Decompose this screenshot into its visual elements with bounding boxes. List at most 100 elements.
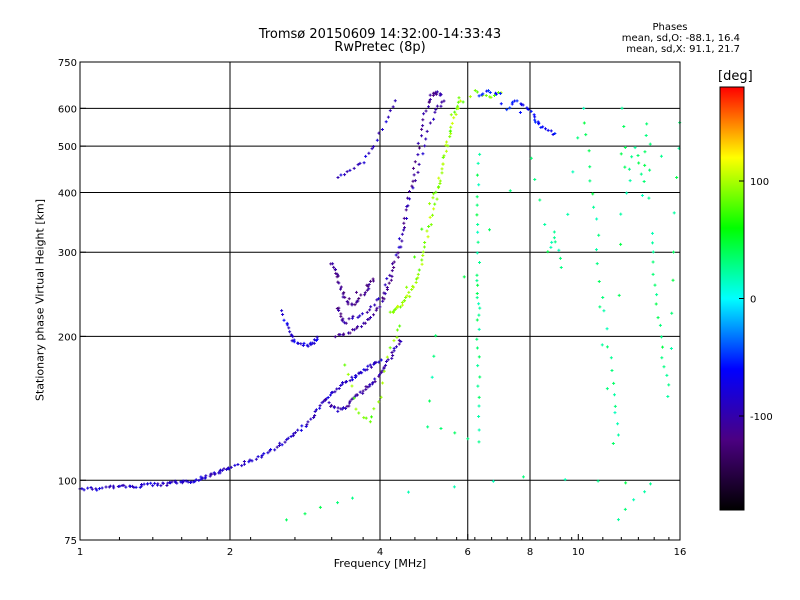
data-point xyxy=(416,272,420,276)
y-tick-label: 200 xyxy=(58,332,77,343)
data-point xyxy=(356,325,360,329)
data-point xyxy=(454,113,458,117)
data-point xyxy=(588,165,592,169)
data-point xyxy=(332,265,336,269)
data-point xyxy=(149,481,153,485)
data-point xyxy=(658,323,662,327)
data-point xyxy=(476,161,480,165)
data-point xyxy=(407,290,411,294)
data-point xyxy=(360,312,364,316)
data-point xyxy=(386,115,390,119)
data-point xyxy=(475,203,479,207)
data-point xyxy=(403,226,407,230)
data-point xyxy=(566,212,570,216)
data-point xyxy=(347,317,351,321)
data-point xyxy=(475,251,479,255)
data-point xyxy=(229,465,233,469)
data-point xyxy=(286,436,290,440)
data-point xyxy=(312,338,316,342)
data-point xyxy=(175,481,179,485)
data-point xyxy=(260,454,264,458)
data-point xyxy=(377,297,381,301)
data-point xyxy=(643,150,647,154)
data-point xyxy=(623,507,627,511)
data-point xyxy=(440,167,444,171)
data-point xyxy=(619,212,623,216)
data-point xyxy=(637,161,641,165)
series-high-frequency-scatter xyxy=(477,89,557,136)
data-point xyxy=(559,266,563,270)
data-point xyxy=(345,380,349,384)
data-point xyxy=(654,302,658,306)
data-point xyxy=(208,474,212,478)
data-point xyxy=(369,315,373,319)
phase-stats-o: mean, sd,O: -88.1, 16.4 xyxy=(621,33,740,44)
data-point xyxy=(250,459,254,463)
data-point xyxy=(648,168,652,172)
data-point xyxy=(332,406,336,410)
data-point xyxy=(339,285,343,289)
data-point xyxy=(476,223,480,227)
data-point xyxy=(397,342,401,346)
data-point xyxy=(426,235,430,239)
data-point xyxy=(411,284,415,288)
data-point xyxy=(427,105,431,109)
data-point xyxy=(394,345,398,349)
data-point xyxy=(609,356,613,360)
data-point xyxy=(650,231,654,235)
data-point xyxy=(377,131,381,135)
data-point xyxy=(553,132,557,136)
data-point xyxy=(391,105,395,109)
data-point xyxy=(411,166,415,170)
data-point xyxy=(643,163,647,167)
data-point xyxy=(410,184,414,188)
data-point xyxy=(428,399,432,403)
data-point xyxy=(193,480,197,484)
y-tick-label: 600 xyxy=(58,104,77,115)
data-point xyxy=(322,399,326,403)
data-point xyxy=(378,305,382,309)
data-point xyxy=(644,134,648,138)
data-point xyxy=(405,285,409,289)
data-point xyxy=(539,125,543,129)
data-point xyxy=(343,363,347,367)
series-e-trace-upper xyxy=(323,338,403,413)
data-point xyxy=(338,333,342,337)
data-point xyxy=(145,482,149,486)
data-point xyxy=(282,318,286,322)
data-point xyxy=(375,138,379,142)
data-point xyxy=(439,427,443,431)
data-point xyxy=(381,299,385,303)
data-point xyxy=(476,230,480,234)
data-point xyxy=(651,272,655,276)
data-point xyxy=(597,279,601,283)
chart-title: Tromsø 20150609 14:32:00-14:33:43 xyxy=(258,27,502,42)
data-point xyxy=(97,487,101,491)
data-point xyxy=(421,124,425,128)
data-point xyxy=(362,416,366,420)
data-point xyxy=(355,299,359,303)
data-point xyxy=(582,106,586,110)
data-point xyxy=(394,253,398,257)
series-branch-near-2-5-mhz xyxy=(280,309,319,348)
data-point xyxy=(444,143,448,147)
data-point xyxy=(533,118,537,122)
data-point xyxy=(432,354,436,358)
data-point xyxy=(515,99,519,103)
axes: 1 2 4 6 8 10 16 75 100 200 300 400 500 600 750 xyxy=(58,58,686,558)
data-point xyxy=(441,162,445,166)
data-point xyxy=(89,485,93,489)
data-point xyxy=(449,125,453,129)
colorbar-tick-label: -100 xyxy=(750,412,773,423)
x-tick-label: 6 xyxy=(465,547,471,558)
data-point xyxy=(188,481,192,485)
data-point xyxy=(355,393,359,397)
data-point xyxy=(416,170,420,174)
data-point xyxy=(347,297,351,301)
data-point xyxy=(557,248,561,252)
data-point xyxy=(371,145,375,149)
data-point xyxy=(477,327,481,331)
data-point xyxy=(291,432,295,436)
data-point xyxy=(426,425,430,429)
data-points xyxy=(78,88,682,522)
